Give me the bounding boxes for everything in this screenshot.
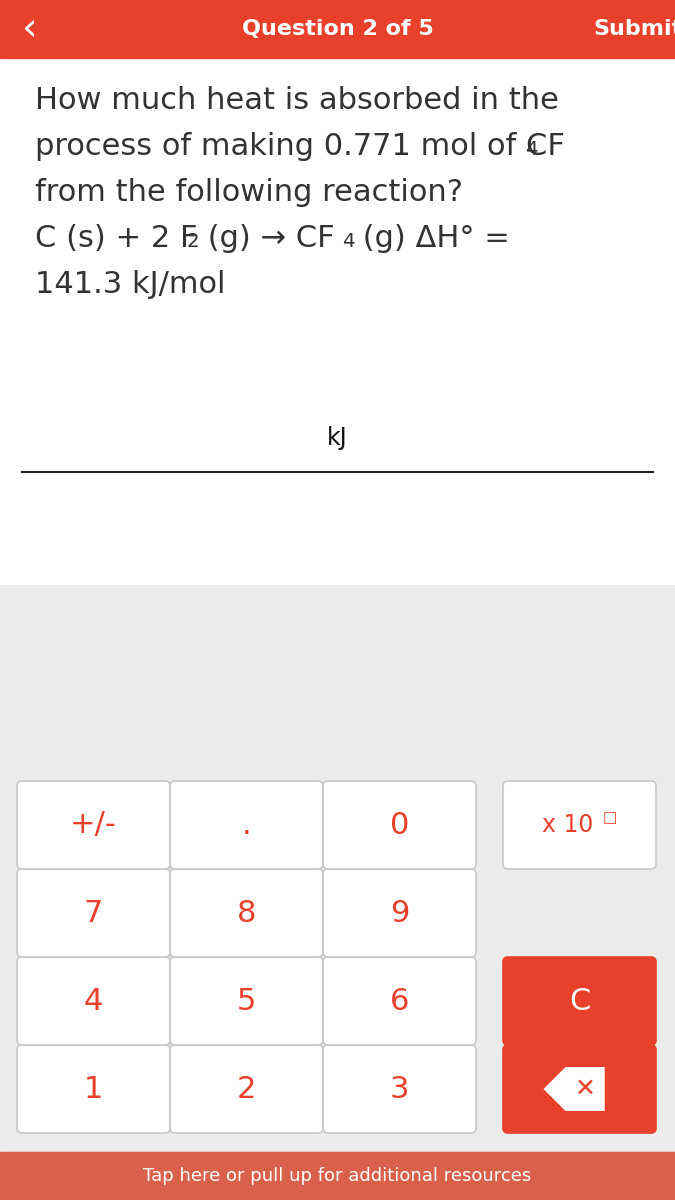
Text: 0: 0 [390, 810, 409, 840]
Text: (g) ΔH° =: (g) ΔH° = [353, 224, 510, 253]
Text: 7: 7 [84, 899, 103, 928]
Text: .: . [242, 810, 251, 840]
Text: 141.3 kJ/mol: 141.3 kJ/mol [35, 270, 225, 299]
FancyBboxPatch shape [323, 958, 476, 1045]
Text: 3: 3 [389, 1074, 409, 1104]
Text: □: □ [602, 810, 617, 826]
Text: +/-: +/- [70, 810, 117, 840]
Bar [0, 0, 675, 58]
Text: (g) → CF: (g) → CF [198, 224, 335, 253]
FancyBboxPatch shape [170, 869, 323, 958]
Text: C (s) + 2 F: C (s) + 2 F [35, 224, 198, 253]
Text: x 10: x 10 [542, 814, 593, 838]
Text: 4: 4 [84, 986, 103, 1015]
FancyBboxPatch shape [170, 781, 323, 869]
FancyBboxPatch shape [17, 1045, 170, 1133]
FancyBboxPatch shape [17, 781, 170, 869]
Text: 4: 4 [342, 232, 354, 251]
FancyBboxPatch shape [17, 958, 170, 1045]
FancyBboxPatch shape [503, 1045, 656, 1133]
Bar [0, 1152, 675, 1200]
Text: 6: 6 [390, 986, 409, 1015]
Text: kJ: kJ [327, 426, 348, 450]
Text: How much heat is absorbed in the: How much heat is absorbed in the [35, 86, 559, 115]
FancyBboxPatch shape [503, 958, 656, 1045]
Bar [0, 58, 675, 584]
FancyBboxPatch shape [323, 1045, 476, 1133]
Text: 8: 8 [237, 899, 256, 928]
Bar [0, 584, 675, 1152]
Text: 1: 1 [84, 1074, 103, 1104]
Text: 2: 2 [187, 232, 200, 251]
Text: ✕: ✕ [575, 1078, 596, 1102]
Polygon shape [543, 1067, 605, 1111]
FancyBboxPatch shape [170, 1045, 323, 1133]
Text: Question 2 of 5: Question 2 of 5 [242, 19, 433, 38]
FancyBboxPatch shape [17, 869, 170, 958]
FancyBboxPatch shape [170, 958, 323, 1045]
Text: 5: 5 [237, 986, 256, 1015]
Text: process of making 0.771 mol of CF: process of making 0.771 mol of CF [35, 132, 565, 161]
Text: 4: 4 [525, 139, 537, 158]
FancyBboxPatch shape [323, 869, 476, 958]
Text: 9: 9 [390, 899, 409, 928]
Text: C: C [569, 986, 590, 1015]
FancyBboxPatch shape [323, 781, 476, 869]
Text: Submit: Submit [593, 19, 675, 38]
Text: from the following reaction?: from the following reaction? [35, 178, 463, 206]
Text: 2: 2 [237, 1074, 256, 1104]
Text: Tap here or pull up for additional resources: Tap here or pull up for additional resou… [143, 1166, 532, 1186]
FancyBboxPatch shape [503, 781, 656, 869]
Text: ‹: ‹ [22, 10, 38, 48]
